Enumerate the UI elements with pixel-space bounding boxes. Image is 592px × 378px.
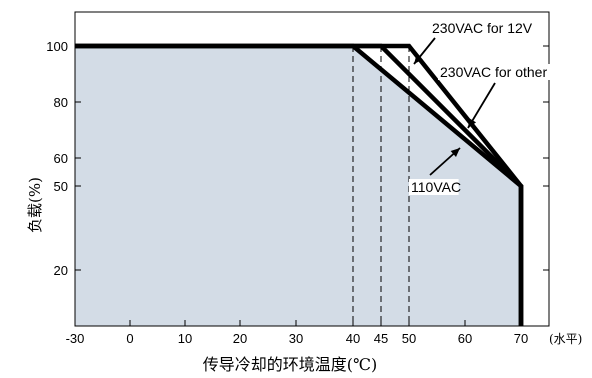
- x-tick-label: 20: [233, 331, 247, 346]
- plot-frame: [74, 11, 550, 327]
- x-tick-label: -30: [66, 331, 85, 346]
- y-tick-label: 100: [46, 39, 68, 54]
- y-axis-label: 负载(%): [26, 177, 44, 233]
- x-tick-label: 50: [402, 331, 416, 346]
- series-line-2: [75, 43, 524, 326]
- arrow-head-icon: [468, 118, 477, 128]
- annotation-bg: [409, 179, 459, 195]
- y-tick-label: 20: [54, 263, 68, 278]
- x-axis-ticks: -30 0 10 20 30 40 45 50 60 70: [66, 320, 528, 346]
- series-lines: [75, 43, 524, 326]
- y-tick-label: 50: [54, 179, 68, 194]
- x-tick-label: 10: [178, 331, 192, 346]
- annotation-bg: [438, 64, 564, 80]
- annotation-label: 230VAC for 12V: [432, 20, 533, 36]
- x-tick-label: 40: [346, 331, 360, 346]
- annotation-bg: [430, 20, 541, 36]
- annotations: 230VAC for 12V 230VAC for other 110VAC: [409, 20, 564, 195]
- arrow-head-icon: [414, 54, 423, 64]
- x-tick-label: 0: [126, 331, 133, 346]
- x-tick-label: 70: [514, 331, 528, 346]
- x-unit-note: (水平): [549, 332, 582, 346]
- x-tick-label: 45: [374, 331, 388, 346]
- annotation-label: 110VAC: [411, 179, 461, 195]
- y-tick-label: 80: [54, 95, 68, 110]
- y-tick-label: 60: [54, 151, 68, 166]
- x-tick-label: 30: [289, 331, 303, 346]
- annotation-label: 230VAC for other: [440, 64, 547, 80]
- x-tick-label: 60: [458, 331, 472, 346]
- arrow-head-icon: [450, 148, 460, 157]
- y-axis-ticks: 100 80 60 50 20: [46, 39, 549, 278]
- x-axis-label: 传导冷却的环境温度(℃): [203, 355, 377, 374]
